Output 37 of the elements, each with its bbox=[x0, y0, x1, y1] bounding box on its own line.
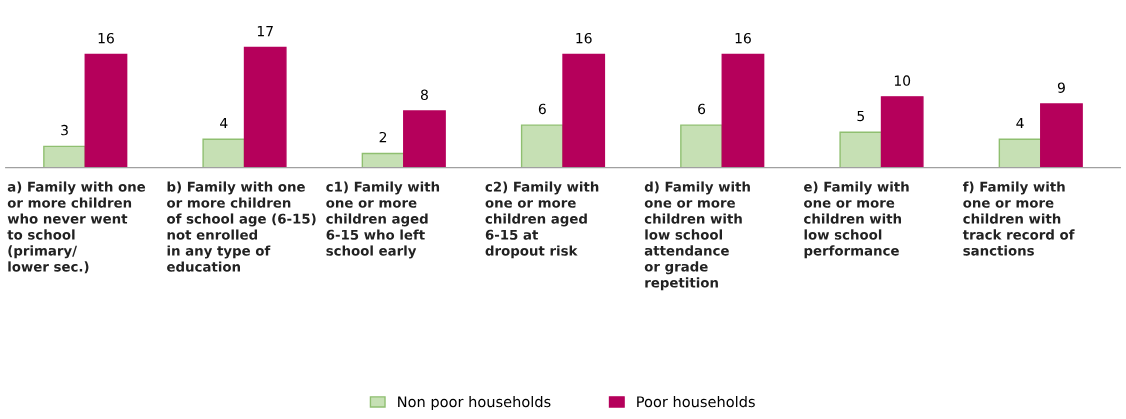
x-tick-label: f) Family with one or more children with track record of sanctions bbox=[962, 181, 1075, 256]
legend-label: Non poor households bbox=[398, 395, 551, 411]
data-label: 8 bbox=[420, 89, 428, 100]
bar bbox=[403, 110, 446, 168]
x-tick-label: c2) Family with one or more children aged 6-15 at dropout risk bbox=[485, 181, 599, 259]
bar bbox=[43, 145, 86, 168]
x-tick-label: d) Family with one or more children with low school attendance or grade repetition bbox=[644, 181, 750, 291]
x-tick-label: a) Family with one or more children who never went to school (primary/ lower sec.) bbox=[7, 181, 146, 274]
x-tick-label: e) Family with one or more children with low school performance bbox=[804, 181, 909, 259]
data-label: 16 bbox=[98, 32, 114, 44]
data-label: 3 bbox=[61, 124, 68, 136]
data-label: 6 bbox=[698, 103, 706, 115]
data-label: 4 bbox=[220, 117, 228, 129]
data-label: 2 bbox=[379, 131, 387, 143]
x-tick-label: c1) Family with one or more children aged 6-15 who left school early bbox=[326, 181, 440, 259]
bar bbox=[202, 138, 246, 168]
bar bbox=[361, 152, 405, 168]
legend-label: Poor households bbox=[637, 395, 755, 408]
data-label: 16 bbox=[735, 32, 751, 44]
bar bbox=[520, 124, 564, 168]
data-label: 6 bbox=[538, 103, 546, 115]
bar bbox=[680, 124, 723, 168]
bar bbox=[721, 53, 765, 168]
data-label: 16 bbox=[576, 32, 592, 44]
bar bbox=[84, 53, 128, 168]
bar bbox=[243, 46, 287, 168]
bar bbox=[839, 131, 883, 168]
bar bbox=[998, 138, 1042, 168]
bar bbox=[1040, 103, 1083, 168]
data-label: 10 bbox=[894, 75, 911, 86]
data-label: 4 bbox=[1016, 117, 1024, 129]
data-label: 9 bbox=[1057, 82, 1065, 93]
data-label: 17 bbox=[257, 26, 273, 37]
x-tick-label: b) Family with one or more children of school age (6-15) not enrolled in any type of education bbox=[167, 181, 316, 272]
data-label: 5 bbox=[857, 110, 864, 122]
bar bbox=[562, 53, 606, 168]
bar bbox=[880, 96, 924, 168]
